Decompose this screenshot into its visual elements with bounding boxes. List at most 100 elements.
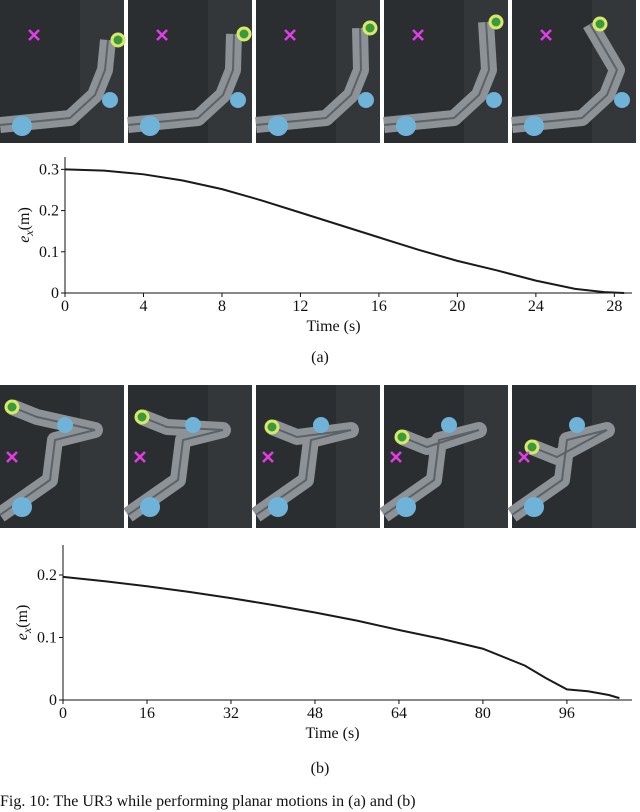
y-label-subscript: x — [22, 230, 36, 237]
robot-arm-edge — [255, 27, 363, 126]
x-axis-label: Time (s) — [306, 318, 360, 335]
x-tick-label: 4 — [139, 298, 147, 315]
panel-label: (a) — [311, 349, 329, 366]
caption: Fig. 10: The UR3 while performing planar… — [0, 793, 416, 810]
robot-joint — [230, 92, 246, 108]
target-cross — [284, 29, 296, 41]
photo — [511, 0, 636, 143]
gripper-marker — [264, 419, 280, 435]
robot-joint — [614, 92, 630, 108]
data-line — [62, 575, 620, 700]
gripper-marker — [236, 26, 252, 42]
robot-joint — [313, 417, 329, 433]
photo — [255, 0, 380, 143]
x-tick-label: 24 — [528, 298, 544, 315]
y-axis-label: ex(m) — [16, 207, 36, 243]
gripper-marker — [488, 14, 504, 30]
robot-joint — [569, 417, 585, 433]
robot-joint — [396, 116, 416, 136]
target-cross — [28, 29, 40, 41]
robot-arm-edge — [511, 429, 608, 516]
target-cross — [540, 29, 552, 41]
y-label-subscript: x — [20, 627, 34, 634]
y-tick-label: 0 — [51, 285, 59, 302]
robot-joint — [102, 92, 118, 108]
photo-shade — [208, 385, 252, 528]
photo-shade — [336, 385, 380, 528]
photo — [383, 0, 508, 143]
robot-arm-edge — [0, 406, 96, 516]
y-tick-label: 0.1 — [37, 630, 57, 647]
target-cross — [156, 29, 168, 41]
robot-arm-edge — [255, 426, 352, 516]
robot-joint — [396, 497, 416, 517]
photo — [0, 385, 124, 528]
gripper-marker — [362, 20, 378, 36]
target-cross — [6, 451, 18, 463]
photo-shade — [464, 385, 508, 528]
gripper-marker — [4, 399, 20, 415]
x-tick-label: 8 — [218, 298, 226, 315]
photo — [123, 385, 252, 528]
target-cross — [262, 451, 274, 463]
y-label-symbol: e — [16, 236, 33, 243]
x-tick-label: 28 — [606, 298, 622, 315]
photo-shade — [80, 385, 124, 528]
y-tick-label: 0.3 — [39, 161, 59, 178]
x-tick-label: 16 — [139, 705, 155, 722]
robot-joint — [12, 497, 32, 517]
robot-joint — [185, 417, 201, 433]
data-line — [64, 168, 625, 294]
y-axis-label: ex(m) — [14, 605, 34, 641]
y-label-unit: (m) — [16, 207, 33, 230]
robot-joint — [268, 497, 288, 517]
robot-joint — [524, 116, 544, 136]
robot-joint — [268, 116, 288, 136]
gripper-marker — [524, 439, 540, 455]
robot-joint — [57, 417, 73, 433]
robot-arm-edge — [511, 23, 619, 126]
x-tick-label: 80 — [475, 705, 491, 722]
x-tick-label: 0 — [59, 705, 67, 722]
y-tick-label: 0.2 — [37, 567, 57, 584]
photo — [379, 385, 508, 528]
x-tick-label: 12 — [292, 298, 308, 315]
robot-arm-edge — [0, 39, 109, 126]
y-tick-label: 0 — [49, 692, 57, 709]
x-tick-label: 20 — [449, 298, 465, 315]
photo — [251, 385, 380, 528]
robot-joint — [358, 92, 374, 108]
robot-arm-edge — [383, 429, 480, 516]
gripper-marker — [134, 409, 150, 425]
x-tick-label: 64 — [391, 705, 407, 722]
x-tick-label: 48 — [307, 705, 323, 722]
robot-arm-edge — [127, 33, 235, 126]
y-tick-label: 0.1 — [39, 244, 59, 261]
photo — [127, 0, 252, 143]
robot-arm-edge — [383, 21, 491, 126]
target-cross — [412, 29, 424, 41]
x-axis-label: Time (s) — [305, 725, 359, 742]
x-tick-label: 96 — [559, 705, 575, 722]
panel-label: (b) — [311, 760, 330, 777]
x-tick-label: 0 — [61, 298, 69, 315]
x-tick-label: 16 — [371, 298, 387, 315]
y-label-unit: (m) — [14, 605, 31, 628]
y-label-symbol: e — [14, 633, 31, 640]
target-cross — [134, 451, 146, 463]
robot-joint — [140, 497, 160, 517]
photo — [0, 0, 126, 143]
photo — [507, 385, 636, 528]
x-tick-label: 32 — [223, 705, 239, 722]
robot-joint — [441, 417, 457, 433]
robot-joint — [524, 497, 544, 517]
gripper-marker — [592, 16, 608, 32]
gripper-marker — [110, 32, 126, 48]
y-tick-label: 0.2 — [39, 203, 59, 220]
robot-joint — [486, 92, 502, 108]
target-cross — [518, 451, 530, 463]
photo-shade — [592, 385, 636, 528]
gripper-marker — [394, 429, 410, 445]
robot-arm-edge — [127, 416, 224, 516]
